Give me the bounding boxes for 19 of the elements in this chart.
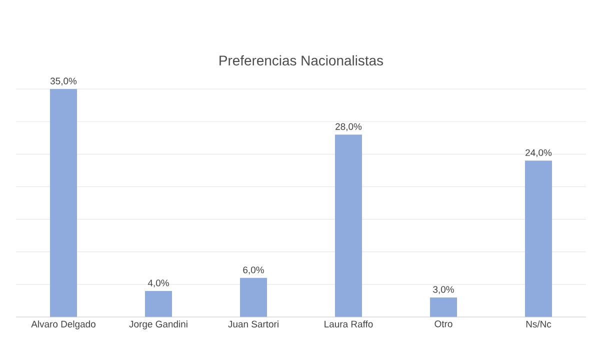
bar (335, 134, 362, 317)
data-label: 4,0% (148, 280, 169, 288)
x-tick-label: Otro (434, 320, 452, 328)
data-label: 6,0% (243, 266, 264, 274)
x-tick-label: Jorge Gandini (129, 320, 188, 330)
x-tick-label: Alvaro Delgado (31, 320, 96, 330)
chart-title: Preferencias Nacionalistas (220, 55, 384, 66)
data-label: 35,0% (50, 78, 77, 86)
bar (50, 88, 77, 317)
x-tick-label: Ns/Nc (526, 320, 552, 328)
data-label: 3,0% (433, 286, 454, 294)
data-label: 28,0% (336, 123, 362, 132)
bar (145, 290, 172, 317)
bar (240, 278, 267, 317)
bar (430, 297, 457, 317)
data-label: 24,0% (526, 149, 552, 158)
x-tick-label: Juan Sartori (228, 320, 278, 328)
x-tick-label: Laura Raffo (324, 320, 373, 328)
bar (525, 160, 552, 317)
